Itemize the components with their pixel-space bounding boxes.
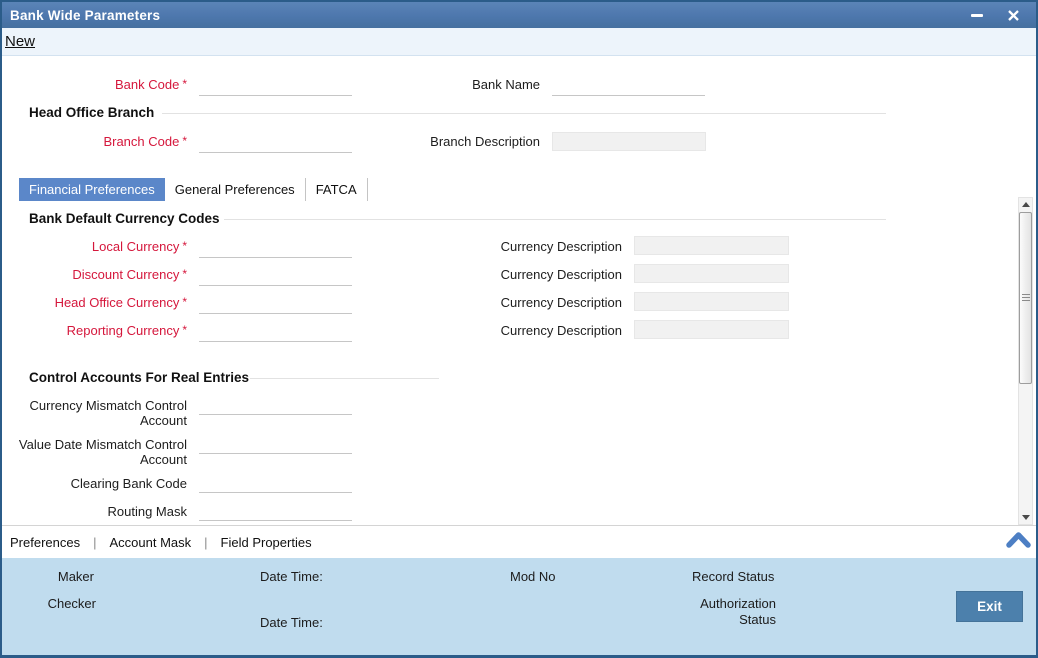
head-office-currency-label: Head Office Currency * (54, 295, 187, 310)
checker-label: Checker (47, 596, 96, 611)
window-controls (971, 9, 1036, 22)
account-mask-link[interactable]: Account Mask (109, 534, 192, 550)
tab-financial-preferences[interactable]: Financial Preferences (19, 178, 165, 201)
local-currency-input[interactable] (199, 239, 352, 258)
required-asterisk: * (182, 323, 187, 337)
tab-fatca[interactable]: FATCA (305, 178, 368, 201)
branch-code-input[interactable] (199, 134, 352, 153)
currency-description-field (634, 292, 789, 311)
currency-mismatch-control-account-input[interactable] (199, 396, 352, 415)
currency-description-label: Currency Description (500, 267, 622, 282)
new-button[interactable]: New (5, 33, 36, 50)
bank-default-currency-codes-header: Bank Default Currency Codes (29, 211, 220, 226)
clearing-bank-code-label: Clearing Bank Code (70, 476, 187, 491)
reporting-currency-input[interactable] (199, 323, 352, 342)
discount-currency-input[interactable] (199, 267, 352, 286)
discount-currency-label: Discount Currency * (72, 267, 187, 282)
vertical-scrollbar[interactable] (1018, 197, 1033, 525)
exit-button[interactable]: Exit (956, 591, 1023, 622)
checker-date-time-label: Date Time: (260, 615, 323, 630)
audit-footer: Maker Checker Date Time: Date Time: Mod … (2, 558, 1036, 655)
reporting-currency-label: Reporting Currency * (66, 323, 187, 338)
head-office-currency-input[interactable] (199, 295, 352, 314)
title-bar: Bank Wide Parameters (2, 2, 1036, 28)
window-title: Bank Wide Parameters (10, 7, 161, 23)
currency-description-label: Currency Description (500, 295, 622, 310)
bank-name-label: Bank Name (472, 77, 540, 92)
branch-code-label: Branch Code * (103, 134, 187, 149)
currency-description-label: Currency Description (500, 239, 622, 254)
currency-description-field (634, 236, 789, 255)
field-properties-link[interactable]: Field Properties (220, 534, 312, 550)
local-currency-label: Local Currency * (91, 239, 187, 254)
authorization-status-label: Authorization Status (700, 596, 776, 627)
branch-description-label: Branch Description (430, 134, 540, 149)
section-rule (250, 378, 439, 379)
scrollbar-thumb[interactable] (1019, 212, 1032, 384)
required-asterisk: * (182, 77, 187, 91)
control-accounts-header: Control Accounts For Real Entries (29, 370, 250, 385)
bank-code-input[interactable] (199, 77, 352, 96)
value-date-mismatch-control-account-input[interactable] (199, 435, 352, 454)
mod-no-label: Mod No (510, 569, 556, 584)
section-rule (224, 219, 886, 220)
currency-description-field (634, 320, 789, 339)
currency-description-field (634, 264, 789, 283)
close-icon[interactable] (1007, 9, 1020, 22)
scrollbar-grip-icon (1021, 294, 1030, 302)
chevron-up-icon[interactable] (1005, 529, 1032, 554)
minimize-icon[interactable] (971, 13, 983, 17)
required-asterisk: * (182, 239, 187, 253)
subscreen-links-bar: Preferences | Account Mask | Field Prope… (2, 525, 1036, 558)
action-toolbar: New (2, 28, 1036, 56)
currency-description-label: Currency Description (500, 323, 622, 338)
scrollbar-up-icon[interactable] (1019, 198, 1032, 211)
record-status-label: Record Status (692, 569, 775, 584)
currency-mismatch-control-account-label: Currency Mismatch Control Account (29, 398, 188, 428)
tab-general-preferences[interactable]: General Preferences (164, 178, 306, 201)
bank-name-input[interactable] (552, 77, 705, 96)
routing-mask-label: Routing Mask (107, 504, 187, 519)
tab-bar: Financial Preferences General Preference… (19, 178, 368, 201)
maker-label: Maker (57, 569, 94, 584)
link-separator: | (93, 534, 97, 550)
branch-description-field (552, 132, 706, 151)
head-office-branch-header: Head Office Branch (29, 105, 155, 120)
bank-code-label: Bank Code * (115, 77, 187, 92)
clearing-bank-code-input[interactable] (199, 474, 352, 493)
required-asterisk: * (182, 134, 187, 148)
routing-mask-input[interactable] (199, 502, 352, 521)
preferences-link[interactable]: Preferences (10, 534, 81, 550)
required-asterisk: * (182, 267, 187, 281)
scrollbar-down-icon[interactable] (1019, 511, 1032, 524)
section-rule (162, 113, 886, 114)
maker-date-time-label: Date Time: (260, 569, 323, 584)
link-separator: | (204, 534, 208, 550)
value-date-mismatch-control-account-label: Value Date Mismatch Control Account (18, 437, 187, 467)
required-asterisk: * (182, 295, 187, 309)
